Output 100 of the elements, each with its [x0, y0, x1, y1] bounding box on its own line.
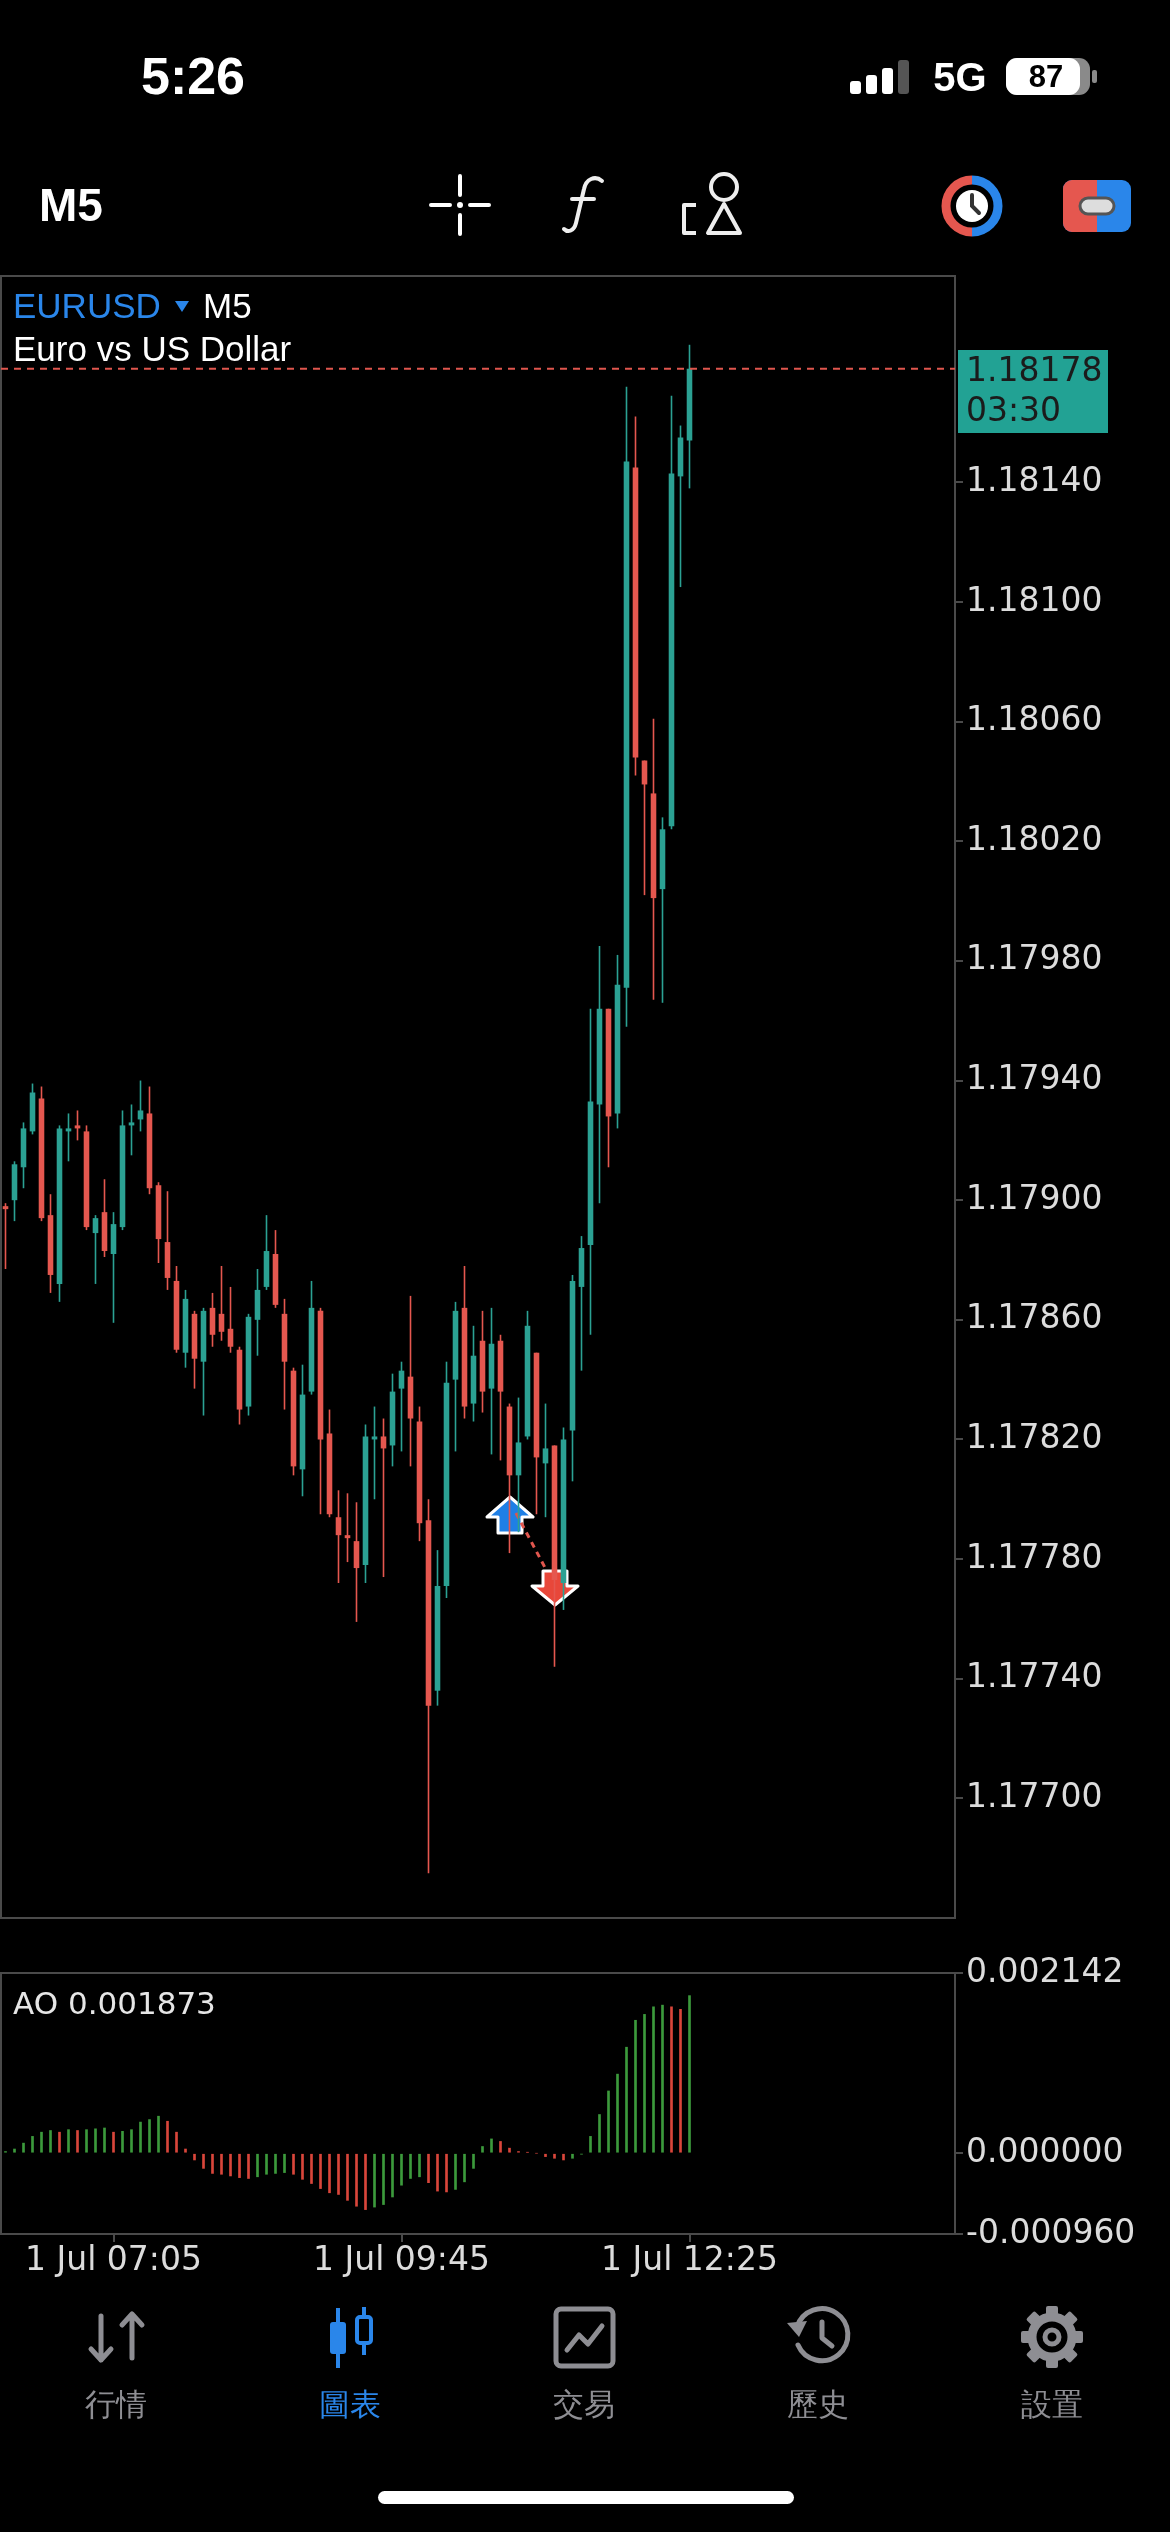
- bar: [616, 2073, 619, 2153]
- bar: [607, 2090, 610, 2153]
- bar: [328, 2153, 331, 2194]
- bar: [301, 2153, 304, 2180]
- ref-line-label: 1.18178: [958, 349, 1108, 390]
- bar: [688, 1995, 691, 2153]
- bar: [175, 2131, 178, 2153]
- y-tick-label: 1.17820: [966, 1417, 1103, 1457]
- bar: [373, 2153, 376, 2208]
- bar: [499, 2141, 502, 2153]
- candlestick: [542, 1402, 549, 1519]
- y-tick-label: 0.000000: [966, 2130, 1124, 2170]
- text: 行情: [85, 2385, 147, 2424]
- bar: [670, 2006, 673, 2153]
- bar: [193, 2153, 196, 2161]
- chart-title: AO 0.001873: [13, 1985, 216, 2021]
- bar: [139, 2121, 142, 2153]
- bar: [454, 2153, 457, 2190]
- y-tick-label: 1.17900: [966, 1177, 1103, 1217]
- bar: [13, 2148, 16, 2153]
- bar: [58, 2131, 61, 2153]
- text: 03:30: [958, 389, 1108, 433]
- bar: [319, 2153, 322, 2189]
- y-tick-label: 1.17780: [966, 1536, 1103, 1576]
- bar: [409, 2153, 412, 2179]
- chart-title: EURUSD: [13, 286, 161, 326]
- y-tick-label: 1.17940: [966, 1058, 1103, 1098]
- y-tick-label: 0.002142: [966, 1950, 1124, 1990]
- bar: [31, 2136, 34, 2153]
- bar: [652, 2006, 655, 2153]
- bar: [544, 2153, 547, 2157]
- text: 設置: [1021, 2385, 1083, 2424]
- text: 5G: [933, 54, 987, 100]
- bar: [589, 2136, 592, 2153]
- bar: [427, 2153, 430, 2184]
- bar: [166, 2120, 169, 2153]
- bar: [625, 2046, 628, 2153]
- bar: [508, 2147, 511, 2153]
- bar: [256, 2153, 259, 2178]
- text: 5:26: [140, 46, 246, 106]
- bar: [130, 2129, 133, 2153]
- x-tick-label: 1 Jul 12:25: [601, 2239, 778, 2279]
- bar: [22, 2142, 25, 2153]
- bar: [391, 2153, 394, 2198]
- bar: [463, 2153, 466, 2183]
- y-tick-label: 1.18100: [966, 579, 1103, 619]
- bar: [562, 2153, 565, 2161]
- bar: [418, 2153, 421, 2178]
- bar: [94, 2128, 97, 2153]
- text: 交易: [553, 2385, 615, 2424]
- y-tick-label: 1.17740: [966, 1656, 1103, 1696]
- bar: [265, 2153, 268, 2175]
- candlestick: [92, 1214, 99, 1285]
- bar: [571, 2153, 574, 2159]
- bar: [445, 2153, 448, 2193]
- bar: [382, 2153, 385, 2205]
- bar: [634, 2019, 637, 2153]
- bar: [274, 2153, 277, 2174]
- bar: [229, 2153, 232, 2177]
- bar: [211, 2153, 214, 2174]
- candlestick: [227, 1286, 234, 1354]
- text: M5: [39, 178, 103, 232]
- y-tick-label: 1.17860: [966, 1297, 1103, 1337]
- bar: [157, 2115, 160, 2153]
- bar: [481, 2146, 484, 2153]
- text: 87: [1028, 59, 1064, 95]
- bar: [337, 2153, 340, 2195]
- bar: [247, 2153, 250, 2179]
- bar: [436, 2153, 439, 2192]
- bar: [238, 2153, 241, 2178]
- y-tick-label: 1.18060: [966, 699, 1103, 739]
- bar: [679, 2009, 682, 2153]
- bar: [67, 2129, 70, 2153]
- y-tick-label: 1.17700: [966, 1775, 1103, 1815]
- bar: [283, 2153, 286, 2173]
- bar: [148, 2119, 151, 2153]
- x-tick-label: 1 Jul 09:45: [313, 2239, 490, 2279]
- candlestick: [218, 1265, 225, 1342]
- text: 圖表: [319, 2385, 381, 2424]
- bar: [184, 2148, 187, 2153]
- bar: [661, 2004, 664, 2153]
- y-tick-label: -0.000960: [966, 2211, 1136, 2251]
- bar: [472, 2153, 475, 2169]
- x-tick-label: 1 Jul 07:05: [25, 2239, 202, 2279]
- text: Euro vs US Dollar: [13, 329, 292, 369]
- bar: [355, 2153, 358, 2207]
- candlestick: [398, 1360, 405, 1453]
- bar: [346, 2153, 349, 2201]
- text: 歷史: [787, 2385, 849, 2424]
- bar: [202, 2153, 205, 2169]
- bar: [400, 2153, 403, 2186]
- bar: [643, 2014, 646, 2153]
- bar: [310, 2153, 313, 2184]
- bar: [76, 2130, 79, 2153]
- candlestick: [380, 1417, 387, 1578]
- y-tick-label: 1.17980: [966, 938, 1103, 978]
- bar: [220, 2153, 223, 2175]
- bar: [49, 2130, 52, 2153]
- candlestick: [335, 1489, 342, 1584]
- bar: [364, 2153, 367, 2210]
